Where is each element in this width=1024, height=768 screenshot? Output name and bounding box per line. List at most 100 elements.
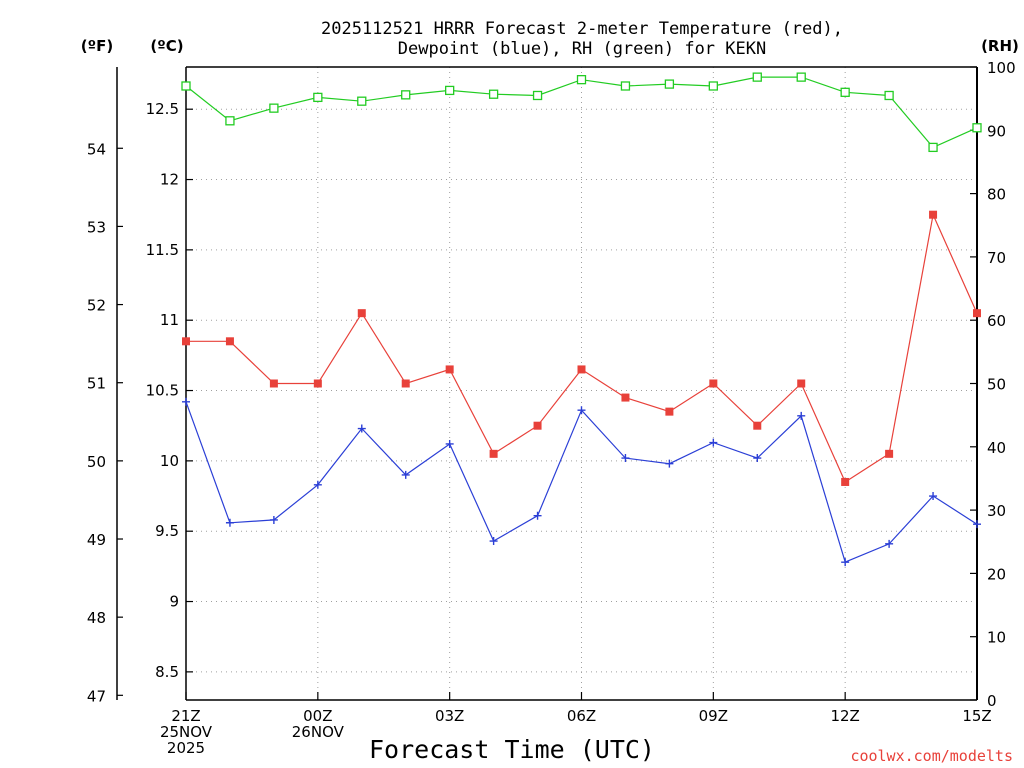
rh-tick-label-0: 0 xyxy=(987,692,997,710)
x-tick-label-4-0: 09Z xyxy=(699,707,728,725)
dewpoint-point-3 xyxy=(313,480,322,489)
rh-unit-label: (RH) xyxy=(981,37,1019,55)
rh-tick-label-3: 30 xyxy=(987,502,1006,520)
rh-point-8 xyxy=(532,90,543,101)
dewpoint-point-0 xyxy=(182,397,190,406)
rh-point-0 xyxy=(181,81,191,91)
temperature-point-14 xyxy=(797,379,806,388)
rh-point-6 xyxy=(445,85,455,96)
fahrenheit-tick-label-7: 54 xyxy=(87,140,106,158)
rh-point-9 xyxy=(576,75,587,85)
x-tick-label-0-1: 25NOV xyxy=(160,723,213,741)
dewpoint-point-15 xyxy=(841,558,850,567)
credit-label: coolwx.com/modelts xyxy=(850,747,1013,765)
x-tick-label-2-0: 03Z xyxy=(435,707,464,725)
rh-tick-label-7: 70 xyxy=(987,249,1006,267)
temperature-point-18 xyxy=(973,309,981,318)
rh-tick-label-5: 50 xyxy=(987,376,1006,394)
temperature-point-8 xyxy=(533,421,542,430)
x-tick-label-6-0: 15Z xyxy=(962,707,991,725)
x-tick-label-1-0: 00Z xyxy=(303,707,332,725)
rh-tick-label-2: 20 xyxy=(987,565,1006,583)
temperature-point-15 xyxy=(841,477,850,486)
temperature-point-3 xyxy=(313,379,322,388)
dewpoint-point-4 xyxy=(357,424,366,433)
dewpoint-point-13 xyxy=(753,454,762,463)
temperature-point-11 xyxy=(665,407,674,416)
dewpoint-point-10 xyxy=(621,454,630,463)
temperature-point-0 xyxy=(182,337,190,346)
temperature-line xyxy=(186,212,978,483)
rh-tick-label-1: 10 xyxy=(987,629,1006,647)
rh-point-1 xyxy=(225,116,235,126)
dewpoint-point-17 xyxy=(929,492,938,501)
temperature-point-16 xyxy=(885,449,894,458)
rh-point-14 xyxy=(796,72,806,82)
rh-point-5 xyxy=(401,90,411,100)
rh-point-2 xyxy=(269,103,279,113)
temperature-point-6 xyxy=(445,365,454,374)
rh-point-3 xyxy=(313,92,323,103)
dewpoint-point-9 xyxy=(577,406,586,415)
celsius-tick-label-7: 12 xyxy=(160,171,179,189)
fahrenheit-tick-label-5: 52 xyxy=(87,297,106,315)
rh-point-4 xyxy=(357,96,367,106)
dewpoint-point-8 xyxy=(533,511,542,520)
celsius-tick-label-4: 10.5 xyxy=(146,382,179,400)
temperature-point-2 xyxy=(269,379,278,388)
dewpoint-point-2 xyxy=(269,515,278,524)
dewpoint-point-1 xyxy=(225,518,234,527)
rh-point-15 xyxy=(840,87,850,97)
dewpoint-point-7 xyxy=(489,537,498,546)
rh-tick-label-9: 90 xyxy=(987,122,1006,140)
temperature-point-13 xyxy=(753,421,762,430)
x-axis-label: Forecast Time (UTC) xyxy=(369,735,655,764)
rh-tick-label-10: 100 xyxy=(987,59,1016,77)
dewpoint-point-5 xyxy=(401,470,410,479)
temperature-point-12 xyxy=(709,379,718,388)
temperature-point-1 xyxy=(225,337,234,346)
temperature-point-9 xyxy=(577,365,586,374)
x-tick-label-3-0: 06Z xyxy=(567,707,596,725)
rh-point-18 xyxy=(972,123,982,133)
dewpoint-point-6 xyxy=(445,439,454,448)
rh-point-13 xyxy=(752,72,762,82)
dewpoint-point-14 xyxy=(797,411,806,420)
dewpoint-point-12 xyxy=(709,438,718,447)
x-tick-label-0-0: 21Z xyxy=(171,707,200,725)
celsius-tick-label-8: 12.5 xyxy=(146,100,179,118)
data-series xyxy=(181,72,982,567)
rh-tick-label-6: 60 xyxy=(987,312,1006,330)
rh-point-16 xyxy=(884,90,894,101)
celsius-tick-label-0: 8.5 xyxy=(155,663,179,681)
rh-tick-label-8: 80 xyxy=(987,186,1006,204)
dewpoint-point-11 xyxy=(665,459,674,468)
fahrenheit-tick-label-0: 47 xyxy=(87,687,106,705)
rh-point-11 xyxy=(664,79,675,89)
temperature-point-7 xyxy=(489,449,498,458)
axes xyxy=(116,66,978,701)
chart-title-line-2: Dewpoint (blue), RH (green) for KEKN xyxy=(398,39,766,59)
rh-point-17 xyxy=(928,142,938,153)
celsius-tick-label-3: 10 xyxy=(160,452,179,470)
fahrenheit-tick-label-4: 51 xyxy=(87,375,106,393)
tick-labels: 8.5 9 9.5 10 10.5 11 11.5 12 12.5 47 48 49 50 51 52 53 5… xyxy=(87,59,1016,757)
dewpoint-point-16 xyxy=(885,539,894,548)
celsius-tick-label-1: 9 xyxy=(169,593,179,611)
temperature-point-4 xyxy=(357,309,366,318)
dewpoint-line xyxy=(185,401,978,563)
fahrenheit-tick-label-6: 53 xyxy=(87,218,106,236)
x-tick-label-0-2: 2025 xyxy=(167,739,205,757)
celsius-tick-label-6: 11.5 xyxy=(146,241,179,259)
x-tick-label-5-0: 12Z xyxy=(830,707,859,725)
chart-title-line-1: 2025112521 HRRR Forecast 2-meter Tempera… xyxy=(321,19,843,39)
celsius-tick-label-2: 9.5 xyxy=(155,522,179,540)
rh-point-12 xyxy=(708,81,718,91)
rh-tick-label-4: 40 xyxy=(987,439,1006,457)
x-tick-label-1-1: 26NOV xyxy=(292,723,345,741)
fahrenheit-tick-label-1: 48 xyxy=(87,609,106,627)
fahrenheit-unit-label: (ºF) xyxy=(81,37,113,55)
celsius-tick-label-5: 11 xyxy=(160,311,179,329)
temperature-point-5 xyxy=(401,379,410,388)
